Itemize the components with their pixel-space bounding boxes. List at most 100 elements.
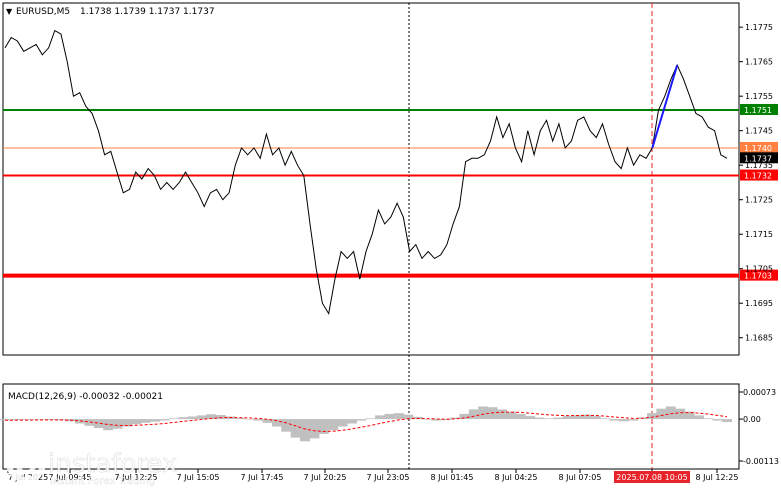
header-arrow-icon[interactable]: ▼ [6, 7, 13, 16]
macd-bar [459, 413, 470, 420]
price-series [4, 29, 728, 315]
macd-bar [281, 419, 292, 432]
x-tick-label: 7 Jul 20:25 [304, 473, 347, 482]
macd-bar [609, 419, 620, 421]
macd-bar [9, 419, 20, 421]
macd-bar [271, 419, 282, 427]
macd-bar [431, 419, 442, 421]
macd-bar [703, 418, 714, 420]
macd-bar [543, 418, 554, 420]
macd-bar [450, 417, 461, 420]
macd-bar [168, 418, 179, 420]
macd-bar [722, 419, 732, 423]
macd-bar [365, 418, 376, 420]
level-tag-bg [740, 169, 778, 181]
macd-signal-line [5, 411, 728, 433]
macd-bar [243, 419, 254, 420]
macd-indicator: 0.00073 0.00 -0.00113 [0, 388, 779, 466]
level-tag-bg [740, 269, 778, 281]
macd-bar [262, 419, 273, 423]
macd-bar [665, 406, 676, 420]
brand-name: instaforex [48, 449, 177, 479]
macd-bar [290, 419, 301, 438]
y-tick-label: 1.1745 [745, 127, 773, 136]
macd-bar [103, 419, 114, 431]
macd-bar [346, 419, 357, 424]
macd-bar [600, 418, 611, 420]
macd-bar [515, 413, 526, 420]
x-tick-label: 7 Jul 09:45 [49, 473, 92, 482]
level-tag-label: 1.1732 [744, 172, 772, 181]
symbol-label: EURUSD,M5 [16, 7, 70, 17]
macd-bar [440, 419, 451, 421]
macd-bar [581, 414, 592, 420]
x-tick-label: 8 Jul 01:45 [431, 473, 474, 482]
macd-bar [375, 415, 386, 420]
macd-bar [187, 416, 198, 420]
macd-tick-label: -0.00113 [743, 457, 779, 466]
level-tag-label: 1.1751 [744, 106, 772, 115]
brand-logo: instaforex Instant Forex Trading [6, 443, 178, 487]
y-tick-label: 1.1715 [745, 230, 773, 239]
macd-bar [656, 408, 667, 420]
level-tag-label: 1.1737 [744, 154, 772, 163]
macd-bar [421, 419, 432, 420]
macd-bar [196, 415, 207, 420]
x-tick-label: 7 Jul 15:05 [177, 473, 220, 482]
macd-bar [693, 415, 704, 420]
level-tag-bg [740, 103, 778, 115]
macd-bar [496, 409, 507, 420]
macd-bar [618, 419, 629, 422]
logo-icon-inner [15, 452, 37, 474]
level-tag-bg [740, 141, 778, 153]
x-tick-label: 8 Jul 04:25 [495, 473, 538, 482]
macd-bar [356, 419, 367, 421]
macd-bar [328, 419, 339, 431]
y-tick-label: 1.1725 [745, 196, 773, 205]
macd-bar [309, 419, 320, 439]
x-tick-label: 7 Jul 12:25 [115, 473, 158, 482]
macd-bar [206, 414, 217, 420]
macd-bar [712, 419, 723, 421]
macd-bar [28, 419, 39, 420]
macd-bar [506, 411, 517, 420]
price-line [4, 29, 728, 315]
macd-label: MACD(12,26,9) -0.00032 -0.00021 [8, 392, 163, 402]
macd-bar [628, 419, 639, 421]
macd-bar [318, 419, 329, 434]
ohlc-label: 1.1738 1.1739 1.1737 1.1737 [80, 7, 215, 17]
macd-bar [93, 419, 104, 428]
macd-bar [403, 414, 414, 420]
y-tick-label: 1.1765 [745, 58, 773, 67]
x-tick-label: 7 Jul 23:05 [367, 473, 410, 482]
trend-line[interactable] [651, 64, 679, 149]
macd-tick-label: 0.00 [743, 415, 761, 424]
highlight-time-label: 2025.07.08 10:05 [616, 473, 687, 482]
macd-bar [384, 413, 395, 420]
y-tick-label: 1.1685 [745, 334, 773, 343]
macd-bar [112, 419, 123, 429]
level-tag-label: 1.1740 [744, 144, 772, 153]
level-tag-label: 1.1703 [744, 272, 772, 281]
macd-bar [478, 406, 489, 420]
macd-bar [159, 419, 170, 421]
price-axis: 1.1775 1.1765 1.1755 1.1745 1.1735 1.1725 1.17… [739, 23, 773, 343]
macd-bar [121, 419, 132, 427]
y-tick-label: 1.1735 [745, 161, 773, 170]
macd-bar [646, 413, 657, 420]
macd-bar [562, 416, 573, 420]
y-tick-label: 1.1775 [745, 23, 773, 32]
macd-bar [178, 417, 189, 420]
main-pane-frame [2, 2, 740, 356]
macd-bar [571, 415, 582, 420]
macd-bar [253, 419, 264, 421]
macd-bar [234, 417, 245, 420]
macd-bar [468, 409, 479, 420]
macd-bar [150, 419, 161, 422]
macd-bar [37, 419, 48, 420]
macd-bar [534, 417, 545, 420]
logo-icon [6, 443, 46, 483]
macd-bar [0, 419, 10, 421]
